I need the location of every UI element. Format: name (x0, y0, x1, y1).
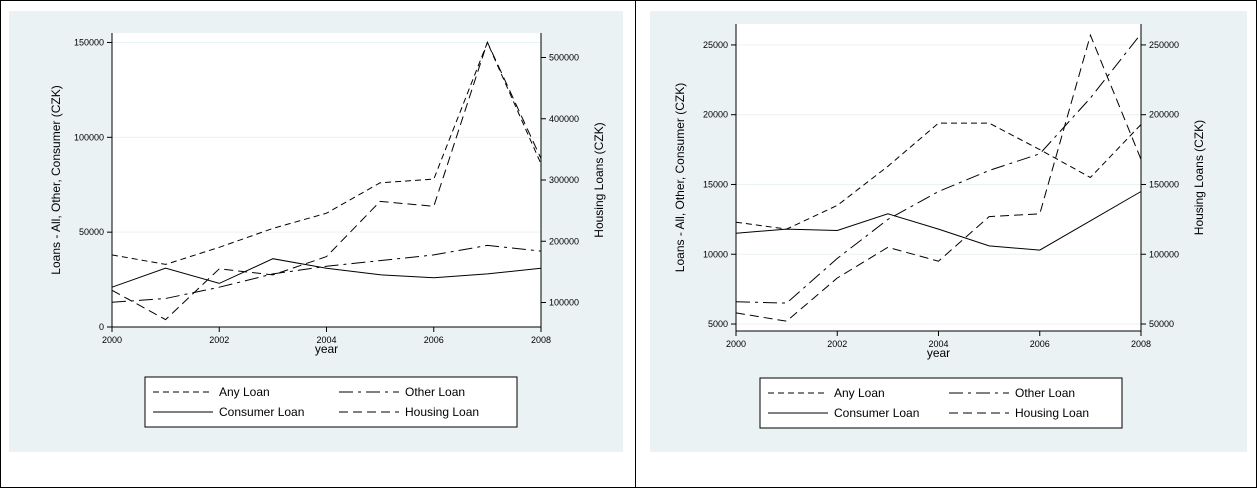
x-axis-label: year (927, 346, 950, 360)
x-tick-label: 2008 (531, 335, 551, 345)
series-line-other-loan (735, 33, 1142, 304)
y-tick-label: 0 (99, 322, 104, 332)
y2-tick-label: 50000 (1149, 319, 1174, 329)
y-tick-label: 10000 (703, 249, 728, 259)
y-axis-label: Loans - All, Other, Consumer (CZK) (49, 85, 63, 274)
x-tick-label: 2000 (726, 339, 746, 349)
plot-area (112, 33, 541, 327)
y-tick-label: 5000 (708, 319, 728, 329)
series-line-housing-loan (735, 33, 1142, 322)
y2-tick-label: 500000 (549, 53, 579, 63)
legend-label: Any Loan (834, 386, 885, 400)
series-line-housing-loan (111, 40, 542, 321)
x-axis-label: year (315, 342, 338, 356)
series-line-other-loan (111, 244, 542, 303)
y2-tick-label: 100000 (1149, 249, 1179, 259)
x-tick-label: 2002 (209, 335, 229, 345)
series-line-any-loan (111, 41, 542, 265)
y-tick-label: 50000 (79, 227, 104, 237)
y2-tick-label: 200000 (1149, 110, 1179, 120)
x-tick-label: 2004 (316, 335, 336, 345)
legend-label: Housing Loan (1015, 406, 1089, 420)
y2-tick-label: 150000 (1149, 179, 1179, 189)
y-tick-label: 20000 (703, 110, 728, 120)
y-axis-label: Loans - All, Other, Consumer (CZK) (673, 83, 687, 272)
chart-panel-left: 2000 2002 2004 2006 2008 0 50000 100000 150000 10… (9, 11, 623, 452)
x-tick-label: 2008 (1131, 339, 1151, 349)
legend-box (759, 377, 1123, 429)
x-tick-label: 2000 (102, 335, 122, 345)
legend-label: Consumer Loan (219, 405, 304, 419)
legend-label: Housing Loan (405, 405, 479, 419)
chart-right: 2000 2002 2004 2006 2008 5000 10000 15000 20000 2… (673, 24, 1206, 429)
legend-label: Other Loan (1015, 386, 1075, 400)
plot-area (736, 24, 1141, 331)
chart-panel-right: 2000 2002 2004 2006 2008 5000 10000 15000 20000 2… (650, 11, 1247, 452)
y-tick-label: 100000 (74, 132, 104, 142)
x-tick-label: 2006 (424, 335, 444, 345)
legend-box (144, 376, 518, 428)
x-tick-label: 2006 (1030, 339, 1050, 349)
y2-axis-label: Housing Loans (CZK) (1192, 120, 1206, 235)
y2-tick-label: 300000 (549, 175, 579, 185)
series-line-consumer-loan (735, 191, 1142, 251)
y2-tick-label: 400000 (549, 114, 579, 124)
chart-left: 2000 2002 2004 2006 2008 0 50000 100000 150000 10… (49, 33, 606, 428)
y2-tick-label: 200000 (549, 236, 579, 246)
y2-tick-label: 100000 (549, 298, 579, 308)
x-tick-label: 2004 (928, 339, 948, 349)
y-tick-label: 15000 (703, 179, 728, 189)
series-line-any-loan (735, 122, 1142, 230)
legend-label: Any Loan (219, 385, 270, 399)
panel-divider (635, 0, 636, 488)
y-tick-label: 25000 (703, 40, 728, 50)
legend-label: Consumer Loan (834, 406, 919, 420)
y2-tick-label: 250000 (1149, 40, 1179, 50)
y2-axis-label: Housing Loans (CZK) (592, 122, 606, 237)
x-tick-label: 2002 (827, 339, 847, 349)
series-line-consumer-loan (111, 258, 542, 288)
y-tick-label: 150000 (74, 37, 104, 47)
legend-label: Other Loan (405, 385, 465, 399)
